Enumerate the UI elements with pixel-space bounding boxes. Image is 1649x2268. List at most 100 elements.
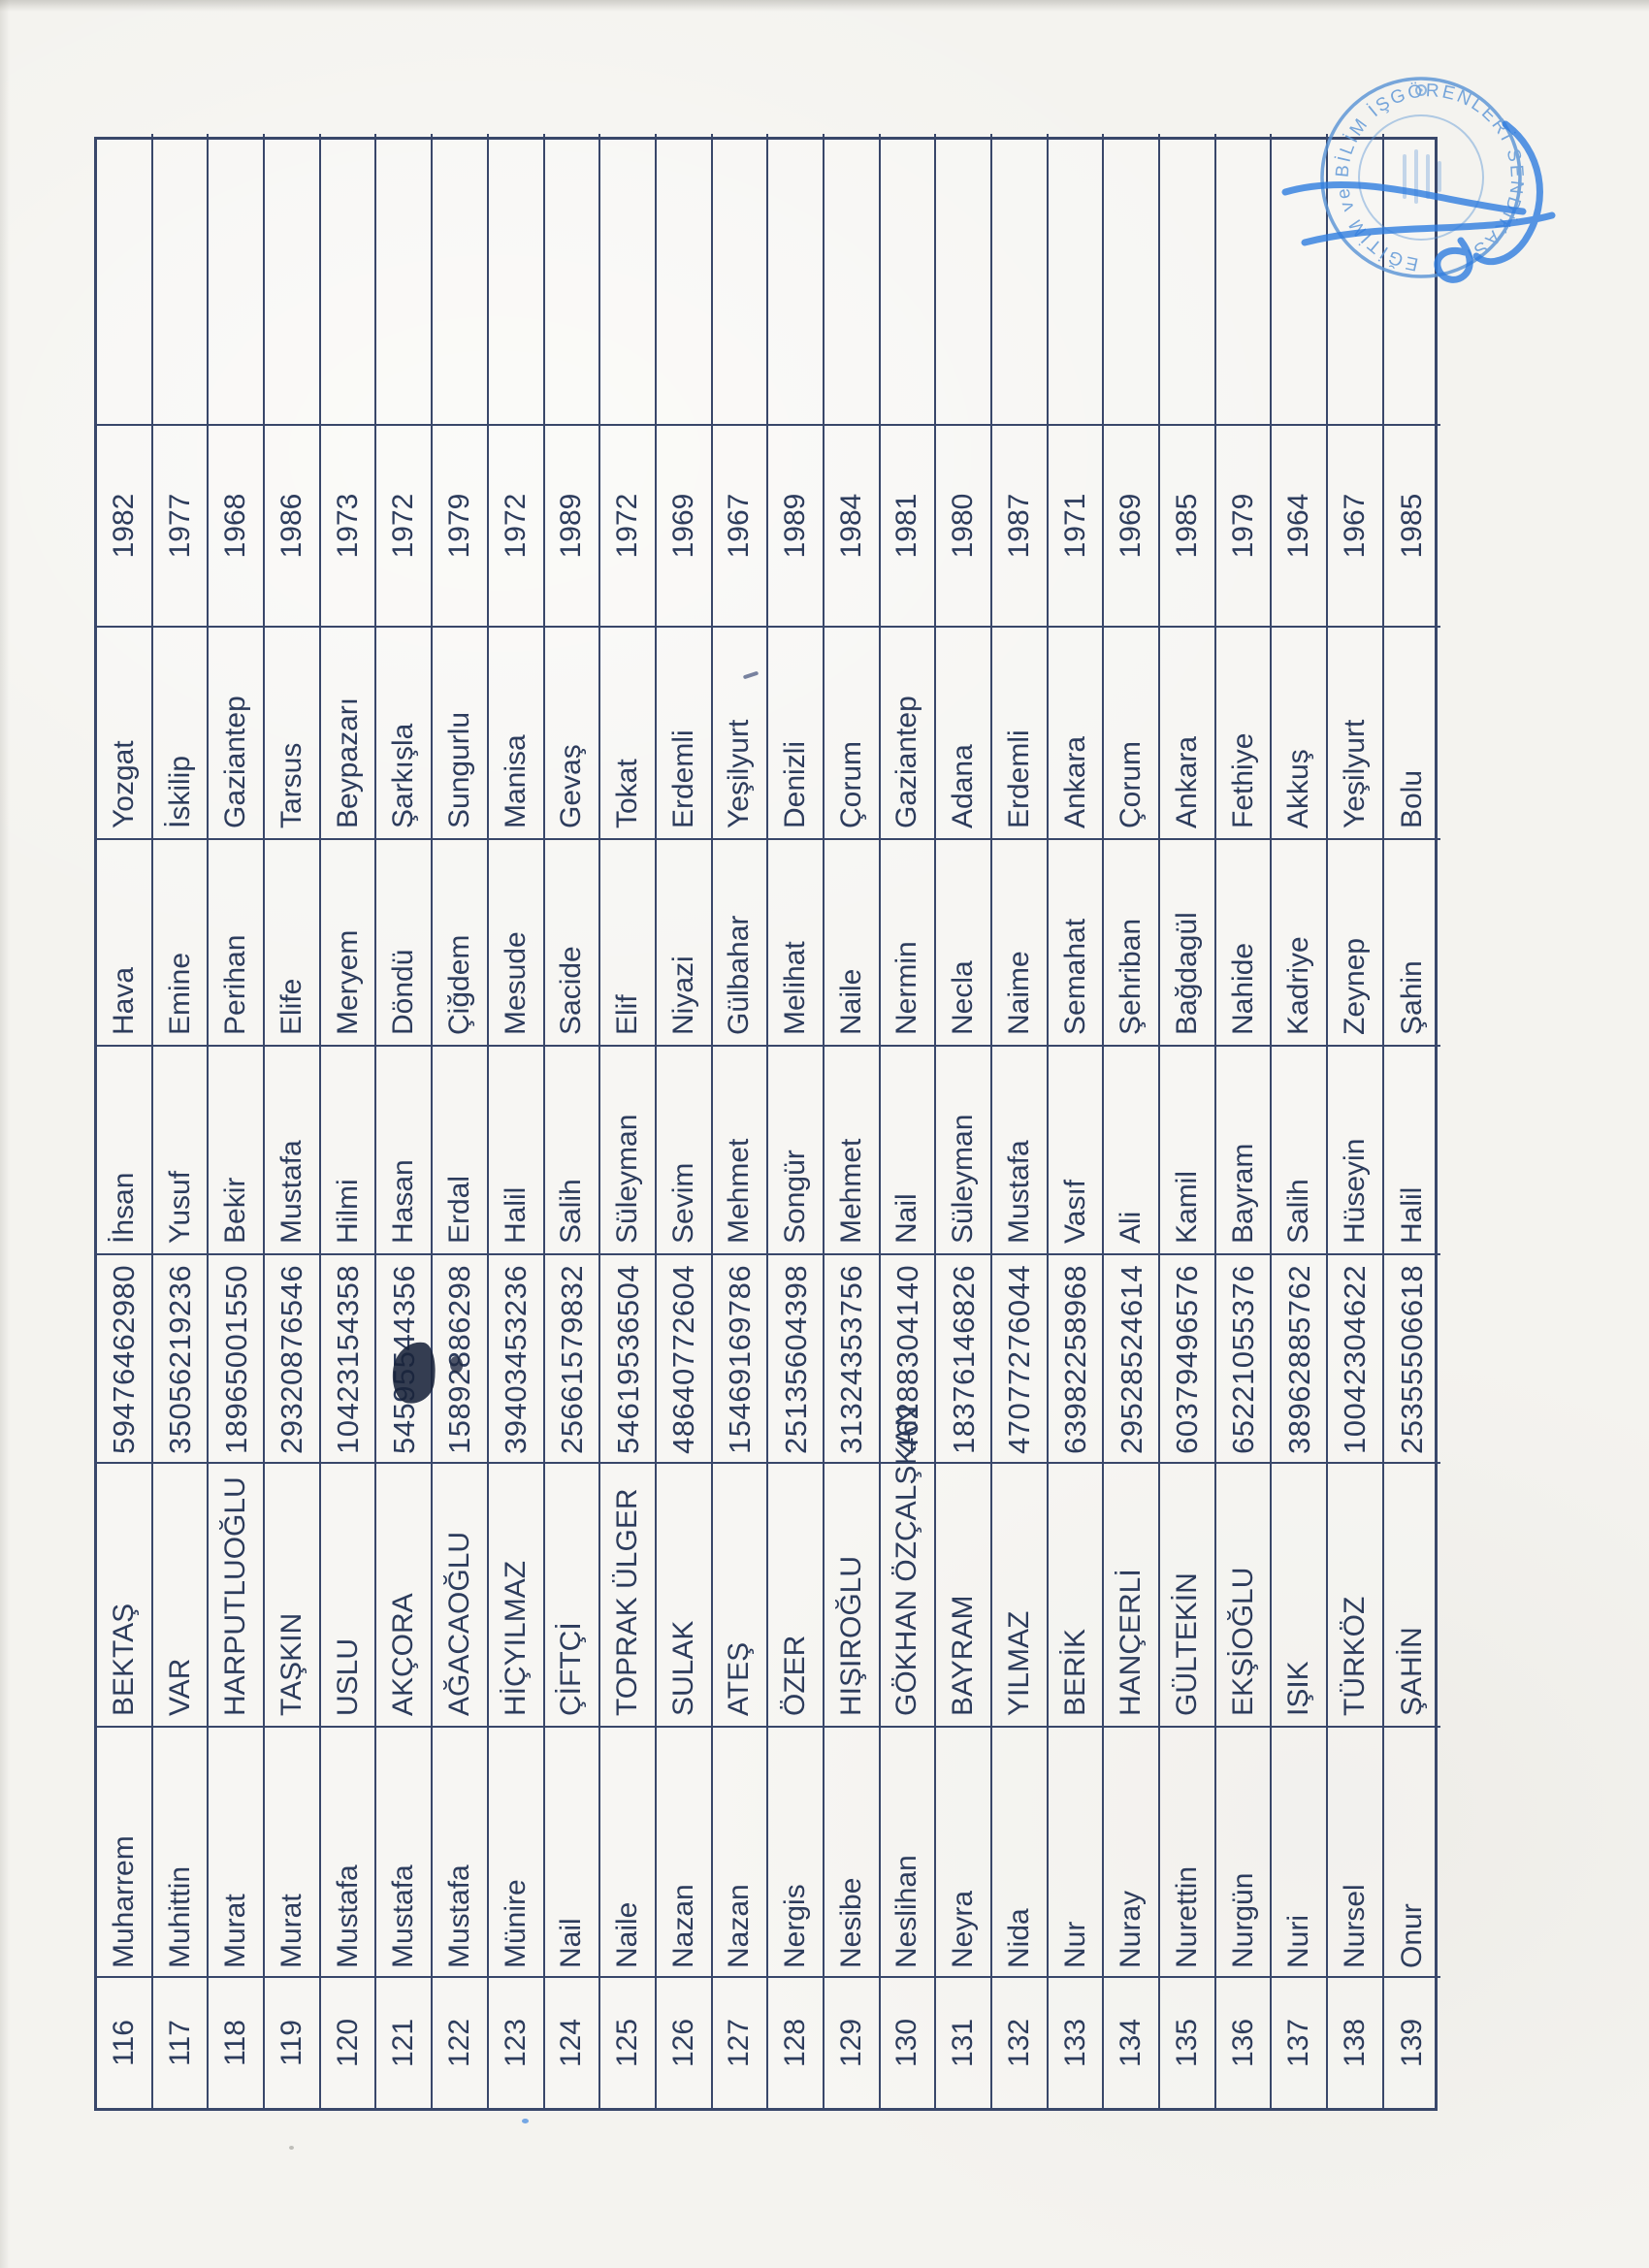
cell-mother-name: Perihan	[209, 838, 266, 1045]
cell-first-name: Nurettin	[1160, 1726, 1216, 1976]
cell-national-id: 10042304622	[1328, 1253, 1384, 1462]
cell-father-name: Mehmet	[712, 1045, 769, 1253]
cell-no: 129	[824, 1976, 881, 2108]
cell-surname: AĞACAOĞLU	[433, 1462, 489, 1726]
cell-surname: HIŞIROĞLU	[824, 1462, 881, 1726]
cell-father-name: Mehmet	[824, 1045, 881, 1253]
cell-national-id: 46288304140	[880, 1253, 937, 1462]
cell-signature	[1048, 134, 1105, 424]
cell-surname: HANÇERLİ	[1104, 1462, 1161, 1726]
cell-surname: TAŞKIN	[265, 1462, 321, 1726]
cell-no: 125	[600, 1976, 657, 2108]
cell-signature	[992, 134, 1049, 424]
cell-surname: HARPUTLUOĞLU	[209, 1462, 266, 1726]
cell-first-name: Muhittin	[152, 1726, 210, 1976]
cell-surname: BERİK	[1048, 1462, 1105, 1726]
cell-mother-name: Melihat	[768, 838, 824, 1045]
cell-national-id: 39403453236	[488, 1253, 545, 1462]
cell-surname: TOPRAK ÜLGER	[600, 1462, 657, 1726]
cell-signature	[433, 134, 489, 424]
cell-mother-name: Sacide	[544, 838, 601, 1045]
signature-scrawl	[1281, 120, 1556, 283]
cell-signature	[656, 134, 713, 424]
cell-first-name: Münire	[488, 1726, 545, 1976]
cell-signature	[1104, 134, 1161, 424]
cell-first-name: Nail	[544, 1726, 601, 1976]
cell-national-id: 38962885762	[1272, 1253, 1329, 1462]
cell-birth-year: 1987	[992, 424, 1049, 626]
cell-mother-name: Elif	[600, 838, 657, 1045]
cell-birth-year: 1986	[265, 424, 321, 626]
cell-national-id: 10423154358	[320, 1253, 377, 1462]
cell-birth-year: 1968	[209, 424, 266, 626]
cell-first-name: Nursel	[1328, 1726, 1384, 1976]
cell-first-name: Nazan	[656, 1726, 713, 1976]
cell-surname: EKŞİOĞLU	[1215, 1462, 1273, 1726]
cell-birthplace: Manisa	[488, 626, 545, 838]
cell-surname: IŞIK	[1272, 1462, 1329, 1726]
cell-father-name: Kamil	[1160, 1045, 1216, 1253]
cell-birth-year: 1972	[376, 424, 434, 626]
cell-birthplace: Yeşilyurt	[1328, 626, 1384, 838]
cell-birthplace: Ankara	[1048, 626, 1105, 838]
cell-birthplace: Tarsus	[265, 626, 321, 838]
cell-signature	[320, 134, 377, 424]
cell-birth-year: 1969	[1104, 424, 1161, 626]
cell-national-id: 47077276044	[992, 1253, 1049, 1462]
cell-mother-name: Kadriye	[1272, 838, 1329, 1045]
cell-father-name: Hasan	[376, 1045, 434, 1253]
cell-national-id: 48640772604	[656, 1253, 713, 1462]
cell-national-id: 18376146826	[936, 1253, 992, 1462]
cell-surname: ÇİFTÇİ	[544, 1462, 601, 1726]
cell-mother-name: Zeynep	[1328, 838, 1384, 1045]
cell-birthplace: Ankara	[1160, 626, 1216, 838]
cell-birthplace: Adana	[936, 626, 992, 838]
cell-birth-year: 1964	[1272, 424, 1329, 626]
cell-father-name: Nail	[880, 1045, 937, 1253]
cell-mother-name: Semahat	[1048, 838, 1105, 1045]
scan-edge-shadow-left	[0, 0, 10, 2268]
cell-surname: HİÇYILMAZ	[488, 1462, 545, 1726]
cell-father-name: Bekir	[209, 1045, 266, 1253]
cell-no: 137	[1272, 1976, 1329, 2108]
cell-first-name: Nida	[992, 1726, 1049, 1976]
cell-birthplace: Sungurlu	[433, 626, 489, 838]
cell-no: 128	[768, 1976, 824, 2108]
cell-birth-year: 1985	[1383, 424, 1440, 626]
cell-birth-year: 1971	[1048, 424, 1105, 626]
cell-birthplace: Fethiye	[1215, 626, 1273, 838]
cell-birthplace: Akkuş	[1272, 626, 1329, 838]
cell-mother-name: Çiğdem	[433, 838, 489, 1045]
cell-signature	[488, 134, 545, 424]
cell-signature	[824, 134, 881, 424]
cell-signature	[600, 134, 657, 424]
cell-first-name: Mustafa	[320, 1726, 377, 1976]
cell-surname: GÖKHAN ÖZÇALŞKAN	[880, 1406, 937, 1726]
cell-no: 138	[1328, 1976, 1384, 2108]
cell-no: 133	[1048, 1976, 1105, 2108]
cell-birth-year: 1967	[1328, 424, 1384, 626]
cell-birthplace: İskilip	[152, 626, 210, 838]
cell-birth-year: 1979	[433, 424, 489, 626]
cell-birthplace: Çorum	[824, 626, 881, 838]
cell-signature	[712, 134, 769, 424]
scan-speck	[289, 2146, 294, 2150]
cell-no: 132	[992, 1976, 1049, 2108]
cell-national-id: 63982258968	[1048, 1253, 1105, 1462]
cell-national-id: 31324353756	[824, 1253, 881, 1462]
rotated-document-sheet: 116 Muharrem BEKTAŞ 59476462980 İhsan Hava Yoz…	[94, 134, 1440, 2111]
cell-mother-name: Meryem	[320, 838, 377, 1045]
cell-birth-year: 1980	[936, 424, 992, 626]
cell-father-name: Ali	[1104, 1045, 1161, 1253]
cell-first-name: Onur	[1383, 1726, 1440, 1976]
cell-signature	[880, 134, 937, 424]
cell-mother-name: Nahide	[1215, 838, 1273, 1045]
cell-signature	[936, 134, 992, 424]
cell-mother-name: Nermin	[880, 838, 937, 1045]
cell-surname: GÜLTEKİN	[1160, 1462, 1216, 1726]
cell-national-id: 60379496576	[1160, 1253, 1216, 1462]
cell-mother-name: Elife	[265, 838, 321, 1045]
cell-father-name: Hüseyin	[1328, 1045, 1384, 1253]
cell-birth-year: 1984	[824, 424, 881, 626]
